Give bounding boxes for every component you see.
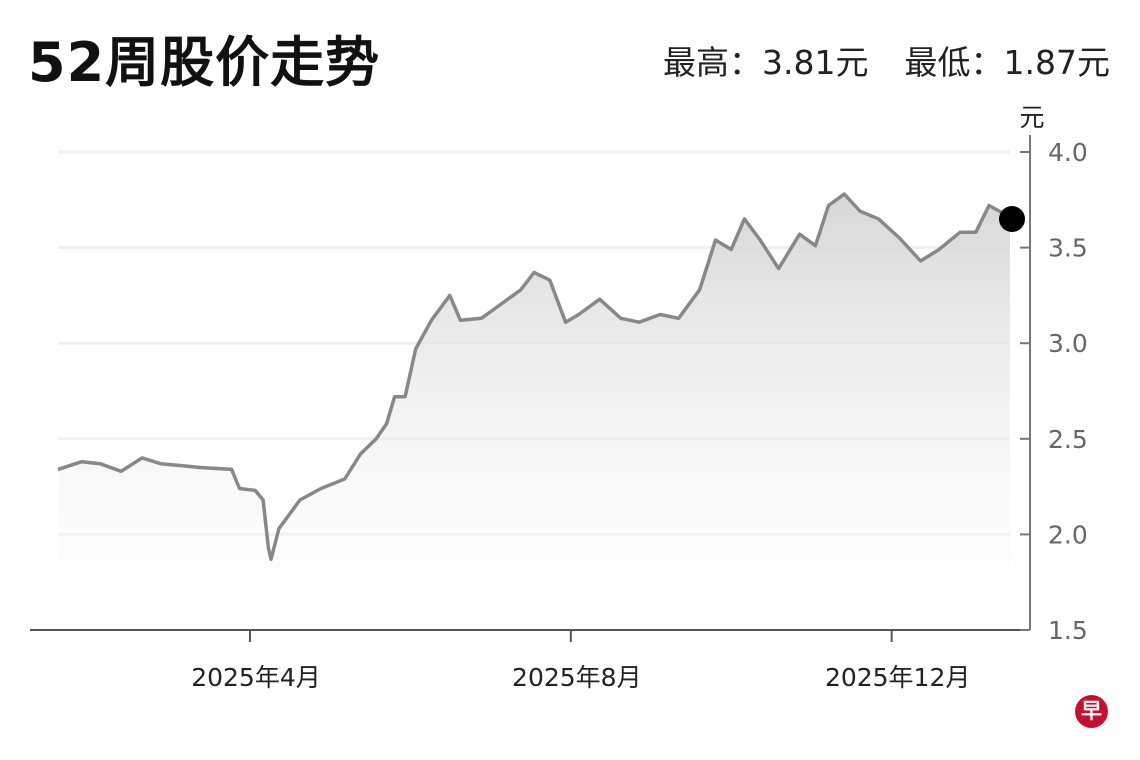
latest-price-marker	[999, 206, 1025, 233]
high-price: 最高：3.81元	[663, 43, 869, 82]
y-tick-label: 3.0	[1048, 329, 1088, 358]
y-tick-label: 2.0	[1048, 520, 1088, 549]
price-area	[58, 194, 1010, 630]
y-unit-label: 元	[1019, 103, 1044, 132]
low-price: 最低：1.87元	[904, 43, 1110, 82]
y-tick-label: 1.5	[1048, 616, 1088, 645]
y-tick-label: 2.5	[1048, 425, 1088, 454]
price-line	[57, 192, 1011, 562]
x-tick-label: 2025年12月	[825, 663, 970, 692]
x-tick-label: 2025年8月	[512, 663, 642, 692]
zaobao-logo: 早	[1075, 695, 1108, 728]
chart-title: 52周股价走势	[28, 31, 381, 94]
price-stats: 最高：3.81元 最低：1.87元	[627, 36, 1110, 84]
y-tick-label: 4.0	[1048, 138, 1088, 167]
y-tick-label: 3.5	[1048, 234, 1088, 263]
y-ticks: 4.0 3.5 3.0 2.5 2.0 1.5	[1020, 138, 1088, 645]
x-ticks: 2025年4月 2025年8月 2025年12月	[191, 630, 970, 692]
x-tick-label: 2025年4月	[191, 663, 321, 692]
